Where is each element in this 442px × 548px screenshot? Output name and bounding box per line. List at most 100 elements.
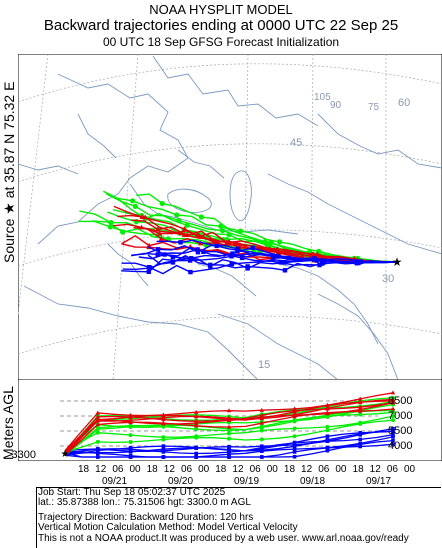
- trajectory-marker: [198, 214, 204, 220]
- time-tick: 06: [249, 464, 261, 475]
- height-marker: [358, 437, 362, 442]
- height-marker: [128, 449, 133, 454]
- trajectory-marker: [239, 255, 245, 261]
- height-marker: [325, 411, 330, 416]
- trajectory-marker: [155, 252, 160, 257]
- height-marker: [358, 412, 363, 417]
- height-marker: [260, 444, 264, 448]
- height-marker: [161, 417, 166, 422]
- height-marker: [95, 430, 100, 435]
- trajectory-marker: [250, 245, 255, 251]
- trajectory-marker: [312, 257, 317, 262]
- height-marker: [260, 449, 264, 453]
- trajectory-marker: [268, 239, 274, 245]
- time-tick: 00: [404, 464, 416, 475]
- height-marker: [194, 409, 199, 414]
- trajectory-marker: [184, 222, 190, 228]
- height-marker: [95, 425, 100, 430]
- height-marker: [96, 451, 100, 456]
- trajectory-marker: [142, 214, 148, 220]
- height-marker: [226, 417, 232, 422]
- height-marker: [391, 435, 395, 439]
- height-marker: [227, 444, 231, 449]
- time-tick: 06: [318, 464, 330, 475]
- height-marker: [259, 420, 264, 425]
- height-marker: [391, 432, 395, 437]
- height-marker: [391, 414, 395, 419]
- footer-frame: [36, 487, 441, 548]
- height-marker: [292, 418, 297, 423]
- height-marker: [325, 402, 330, 407]
- time-tick: 06: [180, 464, 193, 475]
- height-marker: [194, 455, 198, 459]
- trajectory-marker: [155, 247, 161, 252]
- height-marker: [325, 428, 330, 433]
- height-marker: [358, 433, 362, 437]
- trajectory-marker: [158, 236, 164, 241]
- height-marker: [259, 437, 264, 442]
- height-marker: [259, 407, 264, 412]
- height-marker: [292, 426, 297, 431]
- time-tick: 18: [78, 464, 90, 475]
- vertical-motion-line: Vertical Motion Calculation Method: Mode…: [38, 522, 298, 534]
- height-marker: [325, 406, 330, 411]
- vertical-profile-chart: ★: [18, 379, 442, 461]
- height-marker: [358, 442, 362, 447]
- trajectory-marker: [235, 248, 240, 254]
- forecast-subtitle: 00 UTC 18 Sep GFSG Forecast Initializati…: [102, 35, 340, 49]
- date-label: 09/19: [234, 476, 260, 487]
- height-marker: [96, 447, 100, 451]
- height-marker: [161, 449, 166, 453]
- height-label-5500: 5500: [388, 425, 413, 437]
- height-label-4000: 4000: [388, 440, 413, 452]
- height-marker: [128, 440, 133, 445]
- trajectory-marker: [219, 227, 226, 234]
- time-tick: 12: [163, 464, 175, 475]
- time-tick: 12: [301, 464, 313, 475]
- height-marker: [227, 455, 231, 459]
- trajectory-marker: [353, 260, 359, 265]
- trajectory-line: [113, 205, 398, 263]
- trajectory-marker: [226, 238, 232, 244]
- time-tick: 12: [232, 464, 244, 475]
- direction-line: Trajectory Direction: Backward Duration:…: [38, 511, 254, 523]
- height-marker: [227, 436, 231, 441]
- height-marker: [325, 434, 330, 439]
- height-marker: [227, 450, 231, 454]
- trajectory-marker: [270, 257, 276, 262]
- height-marker: [292, 450, 297, 454]
- time-tick: 18: [352, 464, 364, 475]
- height-label-7000: 7000: [388, 410, 413, 422]
- trajectory-marker: [107, 224, 113, 230]
- time-tick: 06: [386, 464, 398, 475]
- height-marker: [259, 414, 264, 419]
- trajectory-marker: [155, 226, 161, 232]
- height-marker: [161, 421, 166, 426]
- date-label: 09/20: [168, 476, 194, 487]
- height-marker: [128, 419, 133, 424]
- trajectory-marker: [182, 226, 188, 231]
- height-marker: [194, 423, 199, 428]
- trajectory-marker: [229, 261, 234, 267]
- height-marker: [128, 425, 133, 430]
- trajectory-marker: [187, 258, 193, 263]
- location-line: lat.: 35.87388 lon.: 75.31506 hgt: 3300.…: [38, 497, 251, 509]
- height-marker: [358, 404, 363, 409]
- height-marker: [95, 410, 100, 415]
- trajectory-marker: [237, 228, 244, 234]
- height-marker: [194, 414, 199, 419]
- job-info-footer: Job Start: Thu Sep 18 05:02:37 UTC 2025 …: [38, 487, 409, 544]
- latitude-label: 30: [382, 273, 394, 285]
- trajectory-marker: [320, 261, 325, 266]
- longitude-label: 105: [314, 92, 331, 103]
- height-marker: [259, 428, 264, 433]
- latitude-label: 45: [290, 137, 302, 149]
- trajectory-marker: [157, 230, 163, 236]
- height-marker: [325, 448, 330, 453]
- time-tick-labels: 18 12 06 00 18 12 06 00 18 12 06 00 18 12 06 00 18 12 06 00: [0, 464, 442, 476]
- profile-start-star-icon: ★: [61, 449, 70, 460]
- height-marker: [358, 396, 363, 401]
- trajectory-marker: [159, 200, 165, 207]
- height-marker: [194, 420, 199, 425]
- height-marker: [391, 438, 395, 443]
